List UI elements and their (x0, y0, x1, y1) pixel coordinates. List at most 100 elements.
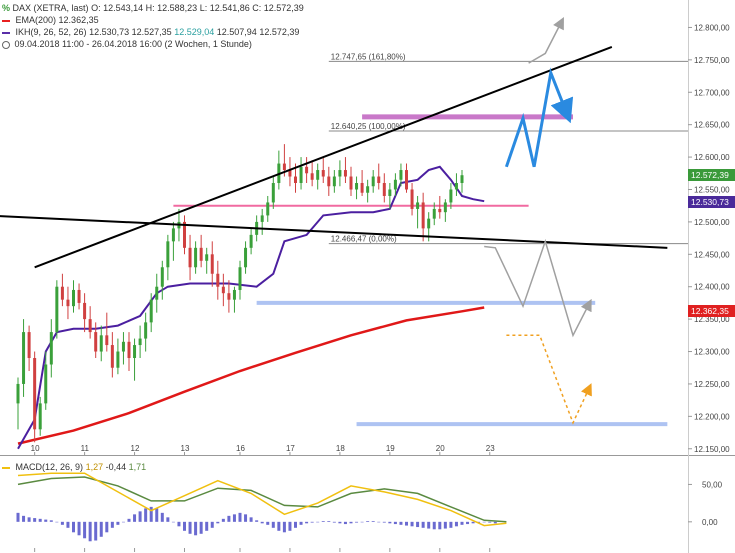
macd-histogram-bar (343, 521, 347, 525)
macd-histogram-bar (454, 521, 458, 527)
candle-body (210, 254, 214, 274)
x-tick-label: 19 (386, 444, 395, 453)
macd-histogram-bar (149, 506, 153, 522)
candle (155, 273, 159, 313)
ikh-swatch (2, 31, 10, 34)
candle (244, 241, 248, 274)
candle (227, 280, 231, 313)
candle-body (72, 289, 75, 307)
lower-trendline (0, 215, 668, 249)
candle (216, 260, 220, 300)
candle (171, 221, 175, 261)
candle-body (88, 319, 92, 333)
macd-histogram-bar (360, 521, 364, 523)
macd-histogram-bar (477, 521, 481, 523)
macd-histogram-bar (393, 521, 397, 525)
candle (421, 192, 425, 242)
clock-icon (2, 40, 10, 49)
legend-open: O: 12.543,14 (91, 3, 144, 13)
macd-histogram-bar (377, 521, 381, 523)
macd-histogram-bar (416, 521, 420, 528)
candle-body (110, 345, 114, 368)
candle-body (449, 189, 453, 203)
x-tick-label: 20 (436, 444, 445, 453)
legend-ema-label: EMA(200) (15, 15, 57, 25)
candle (188, 234, 192, 281)
y-tick-label: 12.450,00 (694, 250, 730, 259)
candle-body (127, 341, 131, 359)
legend-ikh-v3: 12.529,04 (174, 27, 215, 37)
macd-histogram-bar (116, 521, 120, 525)
macd-histogram-bar (332, 521, 336, 523)
candle (232, 286, 236, 313)
candle-body (232, 289, 236, 300)
legend-ikh-v5: 12.572,39 (259, 27, 300, 37)
macd-histogram-bar (27, 517, 31, 522)
candle (22, 319, 26, 397)
candle (210, 241, 214, 287)
candle-body (60, 286, 64, 300)
macd-histogram-bar (216, 521, 220, 524)
price-tag: 12.530,73 (688, 195, 735, 208)
candle-body (44, 364, 48, 404)
candle (449, 183, 453, 209)
candle (127, 332, 131, 371)
macd-histogram-bar (294, 521, 297, 528)
macd-histogram-bar (271, 521, 275, 528)
legend-ikh-v2: 12.527,35 (131, 27, 172, 37)
fib-level-label: 12.466,47 (0,00%) (331, 235, 397, 244)
y-tick-label: 12.700,00 (694, 88, 730, 97)
y-tick-label: 12.750,00 (694, 56, 730, 65)
candle (399, 163, 403, 187)
candle (77, 283, 81, 310)
candle (349, 166, 353, 196)
candle (316, 163, 320, 190)
y-tick-label: 12.500,00 (694, 218, 730, 227)
candle-body (116, 351, 120, 368)
macd-histogram-bar (410, 521, 414, 527)
candle-body (388, 189, 392, 196)
candle (238, 260, 242, 300)
macd-histogram-bar (427, 521, 431, 529)
price-tag: 12.362,35 (688, 305, 735, 318)
y-tick-label: 12.200,00 (694, 412, 730, 421)
macd-y-tick-label: 50,00 (702, 480, 723, 489)
blue-projection (504, 67, 574, 168)
candle-body (343, 170, 347, 177)
candle (38, 396, 42, 436)
candle-body (249, 234, 253, 248)
candle-body (160, 267, 164, 287)
candle (432, 202, 436, 226)
legend-period-label: 09.04.2018 11:00 - 26.04.2018 16:00 (14, 39, 162, 49)
macd-histogram-bar (83, 521, 87, 539)
macd-histogram-bar (438, 521, 442, 530)
y-tick-label: 12.300,00 (694, 348, 730, 357)
candle-body (421, 202, 425, 229)
gray-projection-1 (484, 238, 592, 338)
candle (271, 176, 275, 209)
macd-histogram-bar (266, 521, 270, 525)
legend-close: C: 12.572,39 (252, 3, 304, 13)
legend-ikh-v4: 12.507,94 (216, 27, 257, 37)
macd-histogram-bar (177, 521, 181, 527)
macd-histogram-bar (288, 521, 292, 531)
macd-histogram-bar (282, 521, 286, 533)
macd-histogram-bar (316, 521, 320, 523)
legend-ikh: IKH(9, 26, 52, 26) 12.530,73 12.527,35 1… (2, 27, 299, 38)
candle (249, 228, 253, 255)
legend-low: L: 12.541,86 (199, 3, 250, 13)
candle-body (410, 189, 414, 209)
macd-histogram-bar (105, 521, 109, 533)
y-tick-label: 12.250,00 (694, 380, 730, 389)
x-tick-label: 10 (31, 444, 40, 453)
macd-histogram-bar (72, 521, 75, 533)
macd-y-tick-label: 0,00 (702, 518, 718, 527)
candle (305, 157, 309, 184)
legend-high: H: 12.588,23 (145, 3, 198, 13)
percent-icon: % (2, 3, 11, 13)
candle (416, 195, 420, 229)
candle-body (27, 332, 31, 359)
candle-body (399, 170, 403, 180)
candle (288, 157, 292, 187)
candle (371, 170, 375, 193)
